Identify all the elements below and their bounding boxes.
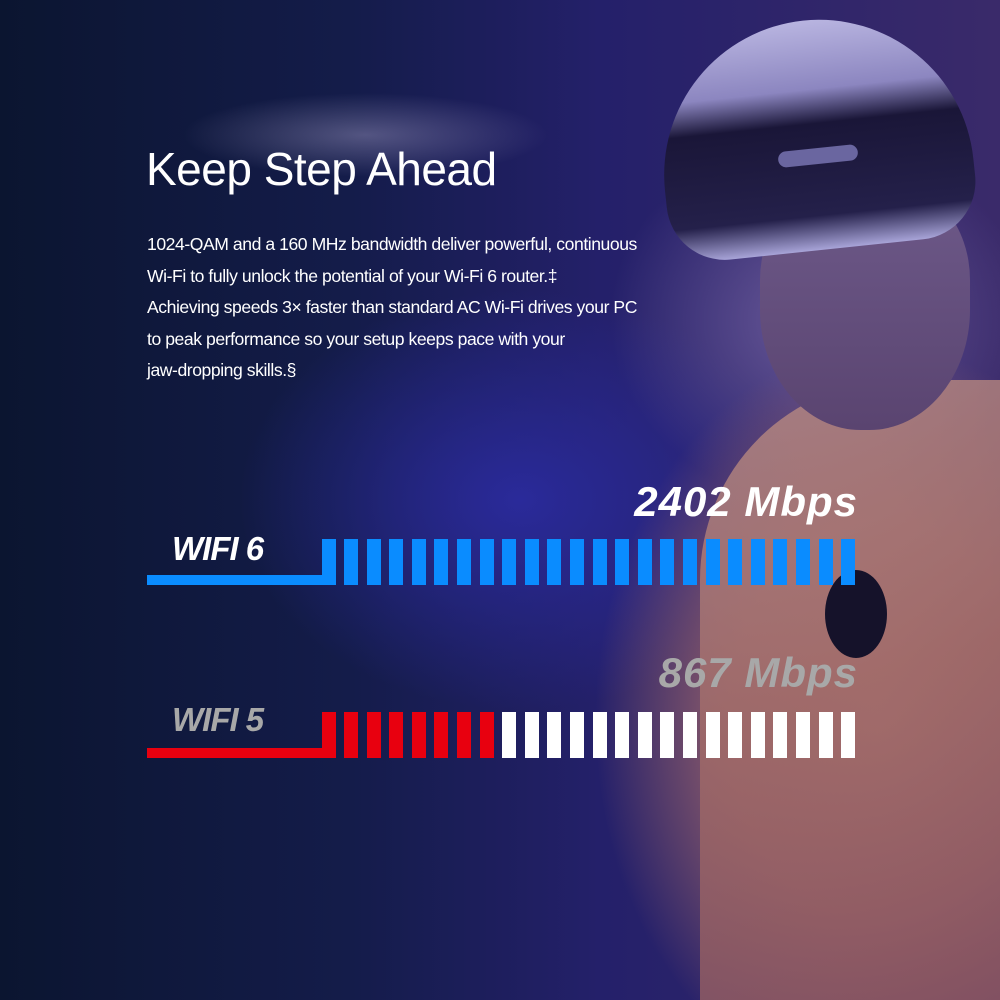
description-line: Wi-Fi to fully unlock the potential of y… xyxy=(147,265,558,286)
wifi5-bar-segment xyxy=(773,712,788,758)
wifi5-bar-segment xyxy=(683,712,697,758)
wifi6-bar-segment xyxy=(660,539,675,585)
wifi6-baseline xyxy=(147,575,329,585)
wifi5-bar-segment xyxy=(366,712,381,758)
wifi6-bar-segment xyxy=(570,539,584,585)
wifi5-bar-segment xyxy=(728,712,743,758)
wifi6-bar-segment xyxy=(841,539,856,585)
wifi6-bar-segment xyxy=(818,539,833,585)
wifi5-bar-segment xyxy=(344,712,358,758)
vr-headset xyxy=(648,4,982,266)
wifi6-bar-segment xyxy=(344,539,358,585)
wifi6-bar-segment xyxy=(615,539,630,585)
wifi5-bar-segment xyxy=(547,712,562,758)
wifi6-bar-segment xyxy=(411,539,426,585)
wifi5-bar-segment xyxy=(796,712,810,758)
wifi6-bar-segment xyxy=(366,539,381,585)
description-line: to peak performance so your setup keeps … xyxy=(147,328,565,349)
wifi6-bar-segment xyxy=(705,539,720,585)
wifi5-bar-segment xyxy=(479,712,494,758)
wifi5-bar-segment xyxy=(592,712,607,758)
wifi5-bar-segment xyxy=(705,712,720,758)
wifi5-bar-segment xyxy=(434,712,449,758)
wifi5-bar-segment xyxy=(457,712,471,758)
description-line: jaw-dropping skills.§ xyxy=(147,360,296,380)
wifi6-bar-segment xyxy=(750,539,765,585)
wifi6-bar-segment xyxy=(502,539,517,585)
wifi5-bar-segment xyxy=(660,712,675,758)
wifi6-bar-segment xyxy=(524,539,539,585)
wifi6-speed: 2402 Mbps xyxy=(634,478,858,525)
description: 1024-QAM and a 160 MHz bandwidth deliver… xyxy=(147,229,747,387)
description-line: Achieving speeds 3× faster than standard… xyxy=(147,297,637,317)
wifi5-bar-segment xyxy=(389,712,404,758)
wifi6-bar-segment xyxy=(637,539,652,585)
wifi6-label: WIFI 6 xyxy=(172,530,264,567)
wifi6-bar-segment xyxy=(592,539,607,585)
wifi5-bar-segment xyxy=(750,712,765,758)
wifi5-bar-segment xyxy=(841,712,856,758)
wifi6-bar-segment xyxy=(683,539,697,585)
wifi6-bar-segment xyxy=(434,539,449,585)
description-line: 1024-QAM and a 160 MHz bandwidth deliver… xyxy=(147,234,637,254)
wifi5-bar-segment xyxy=(818,712,833,758)
wifi6-bar-segment xyxy=(547,539,562,585)
wifi5-baseline xyxy=(147,748,329,758)
wifi5-bar-segment xyxy=(411,712,426,758)
wifi5-bar-segment xyxy=(524,712,539,758)
wifi5-bar-riser xyxy=(322,712,336,758)
wifi6-bar-segment xyxy=(728,539,743,585)
wifi5-label: WIFI 5 xyxy=(172,701,264,738)
wifi5-bar-segment xyxy=(615,712,630,758)
wifi6-bar-segment xyxy=(389,539,404,585)
hoodie-patch xyxy=(825,570,887,658)
headline: Keep Step Ahead xyxy=(146,143,497,195)
wifi5-bar-segment xyxy=(570,712,584,758)
wifi6-bar-riser xyxy=(322,539,336,585)
wifi6-bar-segment xyxy=(479,539,494,585)
wifi5-speed: 867 Mbps xyxy=(658,649,858,696)
wifi5-bar-segment xyxy=(502,712,517,758)
wifi6-bar-segment xyxy=(457,539,471,585)
wifi6-bar-segment xyxy=(773,539,788,585)
wifi5-bar-segment xyxy=(637,712,652,758)
wifi6-bar-segment xyxy=(796,539,810,585)
person-hoodie xyxy=(700,380,1000,1000)
